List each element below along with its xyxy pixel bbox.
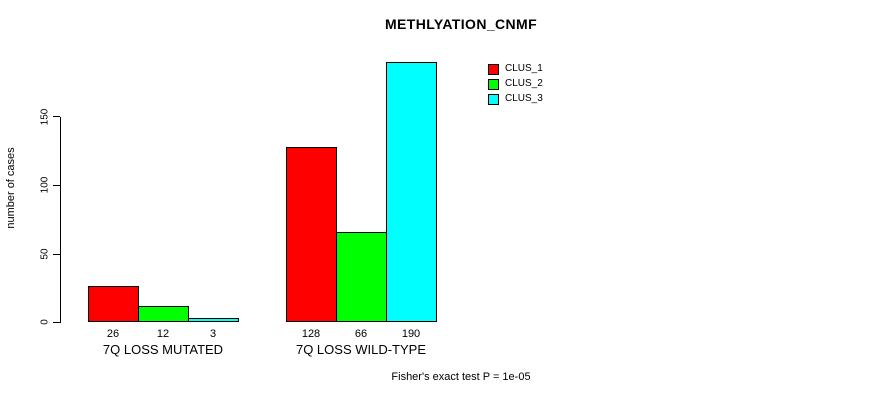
legend-label: CLUS_3 — [505, 93, 543, 104]
legend: CLUS_1 CLUS_2 CLUS_3 — [488, 63, 543, 108]
legend-swatch — [488, 78, 499, 90]
y-axis-tick — [53, 254, 60, 255]
bar-value-label: 128 — [301, 328, 321, 340]
bar — [386, 62, 437, 322]
legend-swatch — [488, 63, 499, 75]
bar-value-label: 12 — [156, 328, 170, 340]
y-axis-tick — [53, 185, 60, 186]
bar-value-label: 66 — [354, 328, 368, 340]
legend-label: CLUS_2 — [505, 78, 543, 89]
bar — [286, 147, 337, 322]
bar-value-label: 190 — [401, 328, 421, 340]
chart-title: METHLYATION_CNMF — [384, 16, 538, 32]
bar — [88, 286, 139, 322]
legend-swatch — [488, 93, 499, 105]
y-axis-label: number of cases — [5, 147, 17, 229]
y-axis-tick-label: 150 — [39, 108, 51, 125]
category-label: 7Q LOSS WILD-TYPE — [295, 342, 427, 357]
legend-row: CLUS_3 — [488, 93, 543, 105]
bar — [138, 306, 189, 322]
category-label: 7Q LOSS MUTATED — [102, 342, 224, 357]
bar-value-label: 3 — [209, 328, 217, 340]
bar — [336, 232, 387, 322]
legend-label: CLUS_1 — [505, 63, 543, 74]
y-axis-line — [60, 116, 61, 323]
bar-value-label: 26 — [106, 328, 120, 340]
y-axis-tick — [53, 322, 60, 323]
footer-annotation: Fisher's exact test P = 1e-05 — [391, 371, 531, 383]
legend-row: CLUS_1 — [488, 63, 543, 75]
y-axis-tick — [53, 116, 60, 117]
y-axis-tick-label: 50 — [39, 247, 51, 260]
bar — [188, 318, 239, 322]
y-axis-tick-label: 0 — [39, 319, 51, 325]
y-axis-tick-label: 100 — [39, 176, 51, 194]
legend-row: CLUS_2 — [488, 78, 543, 90]
